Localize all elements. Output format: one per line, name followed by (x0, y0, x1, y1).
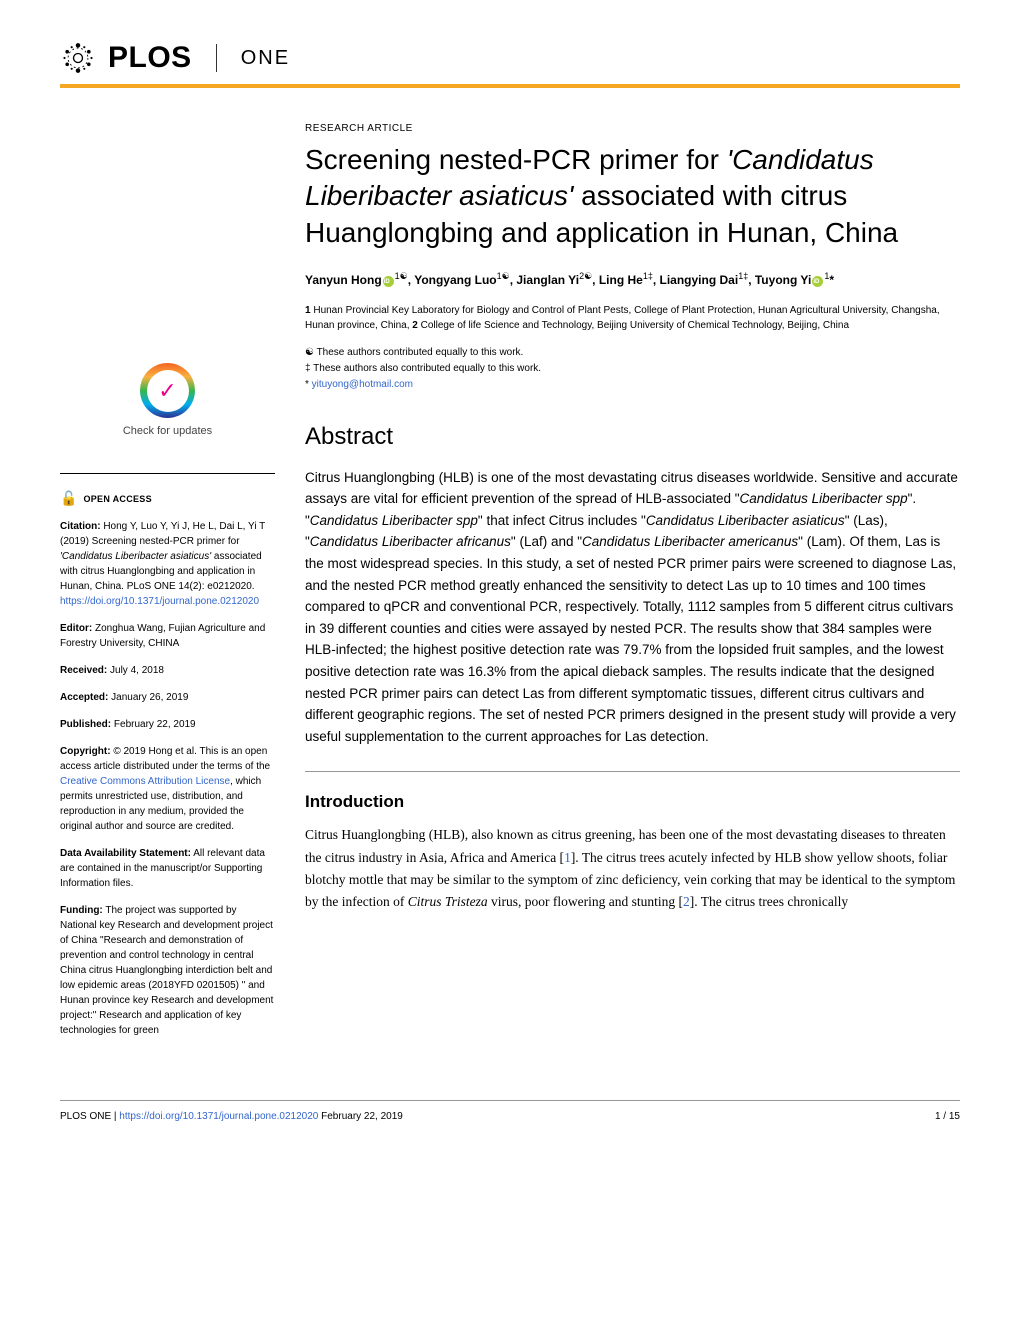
crossmark-icon: ✓ (147, 370, 189, 412)
data-availability-block: Data Availability Statement: All relevan… (60, 846, 275, 891)
section-divider (305, 771, 960, 772)
doi-link[interactable]: https://doi.org/10.1371/journal.pone.021… (60, 596, 259, 607)
introduction-heading: Introduction (305, 792, 960, 812)
journal-header: PLOS ONE (60, 40, 960, 88)
ref-link-1[interactable]: 1 (564, 850, 571, 865)
received-block: Received: July 4, 2018 (60, 663, 275, 678)
open-access-badge: 🔓 OPEN ACCESS (60, 490, 275, 507)
sidebar: ✓ Check for updates 🔓 OPEN ACCESS Citati… (60, 123, 275, 1050)
main-content: RESEARCH ARTICLE Screening nested-PCR pr… (305, 123, 960, 1050)
funding-block: Funding: The project was supported by Na… (60, 903, 275, 1038)
page-number: 1 / 15 (935, 1111, 960, 1122)
ref-link-2[interactable]: 2 (683, 894, 690, 909)
header-divider (216, 44, 217, 72)
check-updates-badge[interactable]: ✓ Check for updates (120, 363, 215, 438)
plos-brand-text: PLOS (108, 41, 192, 75)
orcid-icon[interactable] (812, 276, 823, 287)
corresponding-email[interactable]: yituyong@hotmail.com (312, 379, 413, 390)
authors-list: Yanyun Hong1☯, Yongyang Luo1☯, Jianglan … (305, 269, 960, 290)
accepted-block: Accepted: January 26, 2019 (60, 690, 275, 705)
author-notes: ☯ These authors contributed equally to t… (305, 345, 960, 393)
article-title: Screening nested-PCR primer for 'Candida… (305, 142, 960, 251)
article-type: RESEARCH ARTICLE (305, 123, 960, 134)
open-lock-icon: 🔓 (60, 490, 77, 507)
affiliations: 1 Hunan Provincial Key Laboratory for Bi… (305, 303, 960, 333)
sidebar-rule (60, 473, 275, 474)
open-access-label: OPEN ACCESS (83, 494, 151, 504)
plos-logo: PLOS ONE (60, 40, 290, 76)
check-updates-label: Check for updates (120, 424, 215, 438)
cc-license-link[interactable]: Creative Commons Attribution License (60, 776, 230, 787)
citation-block: Citation: Hong Y, Luo Y, Yi J, He L, Dai… (60, 519, 275, 609)
abstract-text: Citrus Huanglongbing (HLB) is one of the… (305, 467, 960, 748)
orcid-icon[interactable] (383, 276, 394, 287)
journal-name: ONE (241, 47, 290, 70)
page-footer: PLOS ONE | https://doi.org/10.1371/journ… (60, 1100, 960, 1122)
editor-block: Editor: Zonghua Wang, Fujian Agriculture… (60, 621, 275, 651)
plos-icon (60, 40, 96, 76)
abstract-heading: Abstract (305, 423, 960, 451)
introduction-text: Citrus Huanglongbing (HLB), also known a… (305, 824, 960, 913)
footer-doi-link[interactable]: https://doi.org/10.1371/journal.pone.021… (119, 1111, 318, 1122)
published-block: Published: February 22, 2019 (60, 717, 275, 732)
copyright-block: Copyright: © 2019 Hong et al. This is an… (60, 744, 275, 834)
